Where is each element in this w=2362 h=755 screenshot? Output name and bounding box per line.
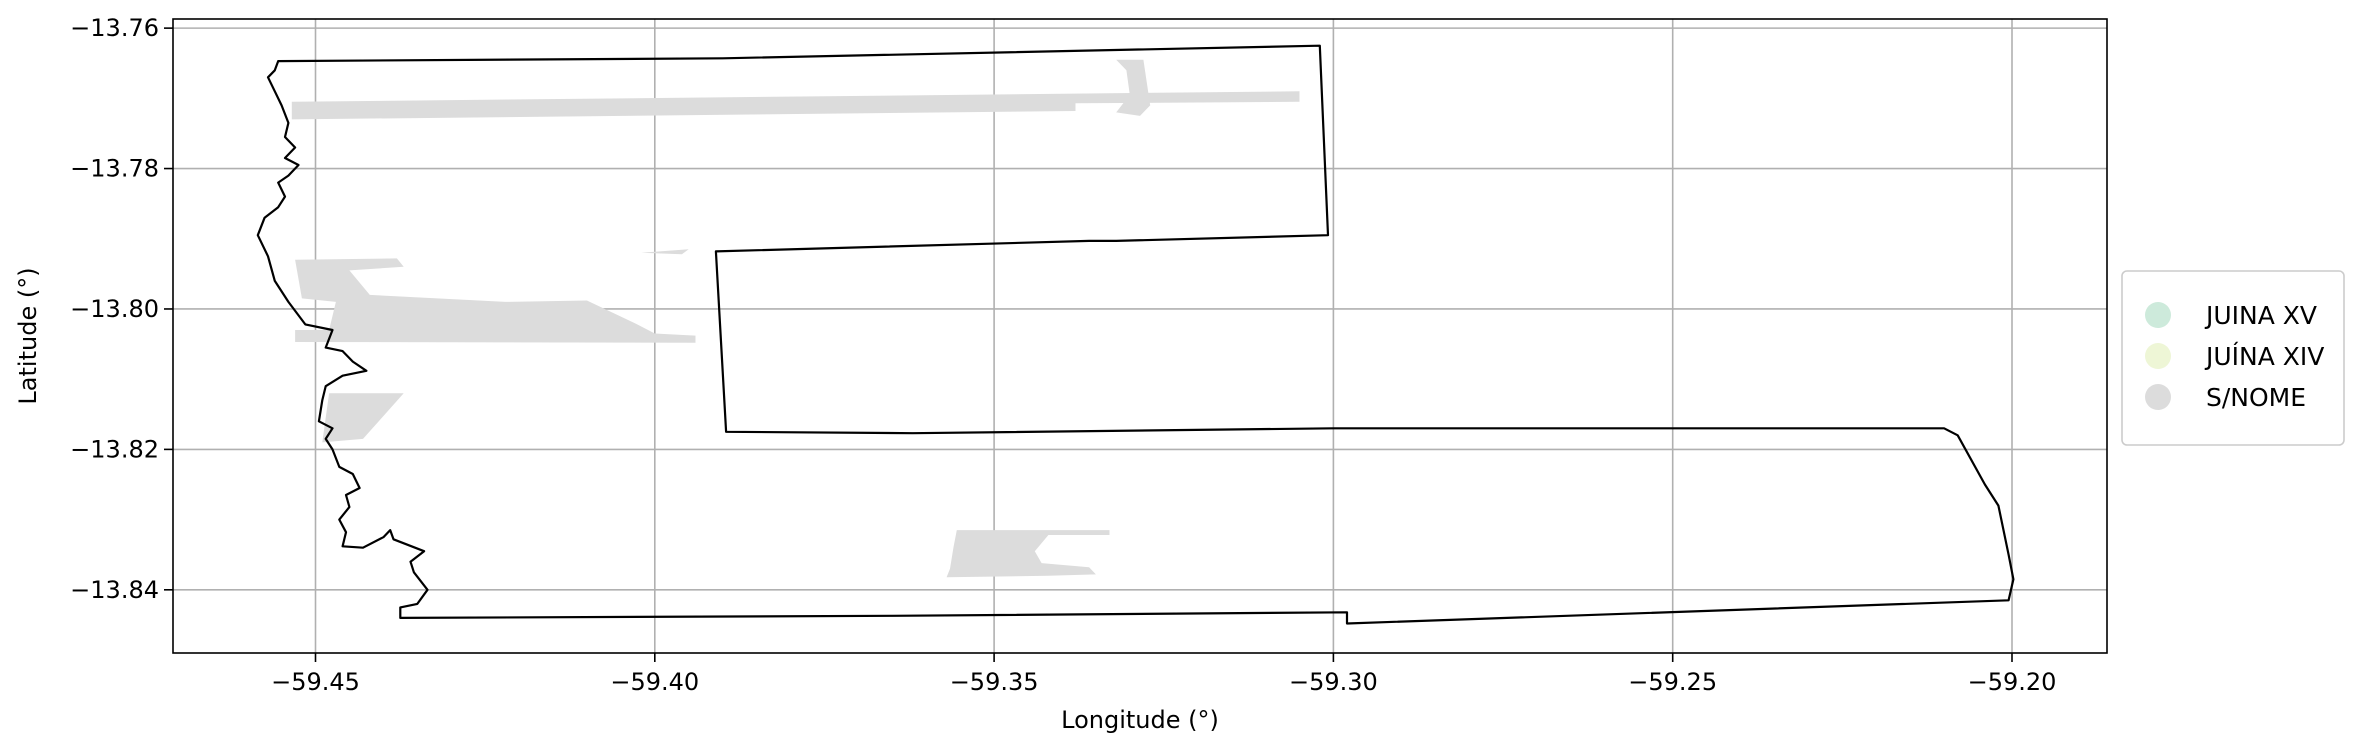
x-tick-label: −59.35 [950, 668, 1039, 696]
y-tick-label: −13.78 [70, 155, 159, 183]
x-tick-label: −59.30 [1289, 668, 1378, 696]
y-tick-label: −13.82 [70, 435, 159, 463]
region-polygon [291, 91, 1300, 120]
region-polygon [295, 258, 696, 343]
legend-marker [2145, 343, 2171, 369]
legend-label: S/NOME [2206, 383, 2306, 412]
region-polygon [322, 393, 404, 443]
x-axis-ticks: −59.45 −59.40 −59.35 −59.30 −59.25 −59.20 [271, 653, 2056, 696]
region-polygon [641, 249, 689, 255]
region-polygon [946, 530, 1110, 578]
boundary-outline [256, 44, 2015, 625]
x-tick-label: −59.20 [1968, 668, 2057, 696]
x-axis-label: Longitude (°) [1061, 706, 1219, 734]
x-tick-label: −59.45 [271, 668, 360, 696]
legend-marker [2145, 384, 2171, 410]
legend-label: JUÍNA XIV [2204, 342, 2324, 371]
regions-layer [291, 59, 1300, 578]
grid-lines [173, 19, 2107, 653]
legend: JUINA XV JUÍNA XIV S/NOME [2121, 270, 2345, 446]
y-axis-label: Latitude (°) [14, 267, 42, 404]
x-tick-label: −59.25 [1628, 668, 1717, 696]
x-tick-label: −59.40 [610, 668, 699, 696]
y-axis-ticks: −13.76 −13.78 −13.80 −13.82 −13.84 [70, 14, 173, 604]
region-polygon [1116, 59, 1151, 116]
legend-frame [2121, 270, 2345, 446]
legend-marker [2145, 302, 2171, 328]
plot-frame [172, 18, 2108, 654]
y-tick-label: −13.76 [70, 14, 159, 42]
y-tick-label: −13.84 [70, 576, 159, 604]
legend-label: JUINA XV [2204, 301, 2317, 330]
y-tick-label: −13.80 [70, 295, 159, 323]
